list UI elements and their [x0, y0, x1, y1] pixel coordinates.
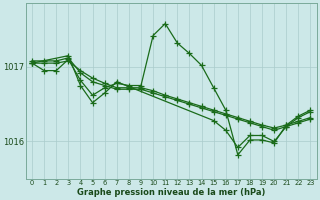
X-axis label: Graphe pression niveau de la mer (hPa): Graphe pression niveau de la mer (hPa) [77, 188, 266, 197]
